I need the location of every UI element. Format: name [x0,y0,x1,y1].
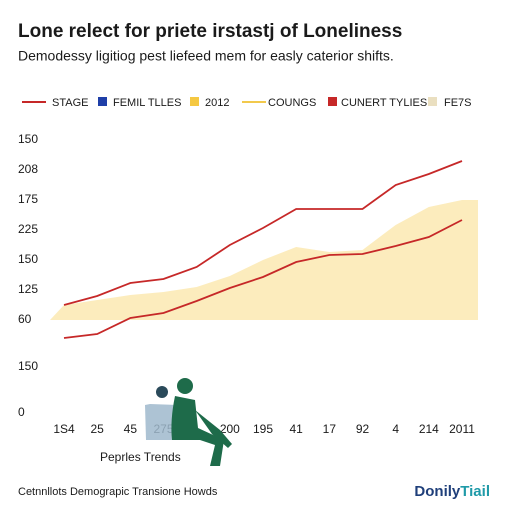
y-tick-label: 60 [18,312,32,326]
x-tick-label: 195 [253,422,273,436]
y-tick-label: 208 [18,162,38,176]
annotation: Peprles Trends [100,450,181,464]
x-tick-label: 4 [392,422,399,436]
legend-label: FEMIL TLLES [113,97,181,109]
y-tick-label: 125 [18,282,38,296]
y-tick-label: 0 [18,405,25,419]
chart-title: Lone relect for priete irstastj of Lonel… [18,21,402,42]
plot: STAGE FEMIL TLLES 2012 COUNGS CUNERT TYLIES F… [18,97,478,436]
legend-swatch [428,97,437,106]
brand: DonilyTiail [414,483,490,500]
line [63,219,463,339]
x-tick-label: 92 [356,422,370,436]
y-tick-label: 150 [18,132,38,146]
x-tick-label: 17 [323,422,337,436]
x-tick-label: 214 [419,422,439,436]
person-illustration [145,378,232,466]
line [63,160,463,306]
y-tick-label: 225 [18,222,38,236]
legend-label: STAGE [52,97,88,109]
legend-label: 2012 [205,97,229,109]
x-tick-label: 2011 [449,422,475,436]
x-tick-label: 25 [90,422,104,436]
x-tick-label: 45 [124,422,138,436]
footer: Cetnnllots Demograpic Transione Howds [18,486,218,498]
chart-subtitle: Demodessy ligitiog pest liefeed mem for … [18,48,394,64]
legend-swatch [328,97,337,106]
brand-part: Donily [414,483,460,500]
legend-swatch [190,97,199,106]
y-tick-label: 150 [18,359,38,373]
area [50,200,478,320]
y-tick-label: 175 [18,192,38,206]
brand-part: Tiail [460,483,490,500]
legend-swatch [98,97,107,106]
x-tick-label: 1S4 [53,422,75,436]
x-tick-label: 200 [220,422,240,436]
y-tick-label: 150 [18,252,38,266]
legend-label: FE7S [444,97,472,109]
legend-label: COUNGS [268,97,316,109]
legend-label: CUNERT TYLIES [341,97,427,109]
x-tick-label: 41 [289,422,303,436]
